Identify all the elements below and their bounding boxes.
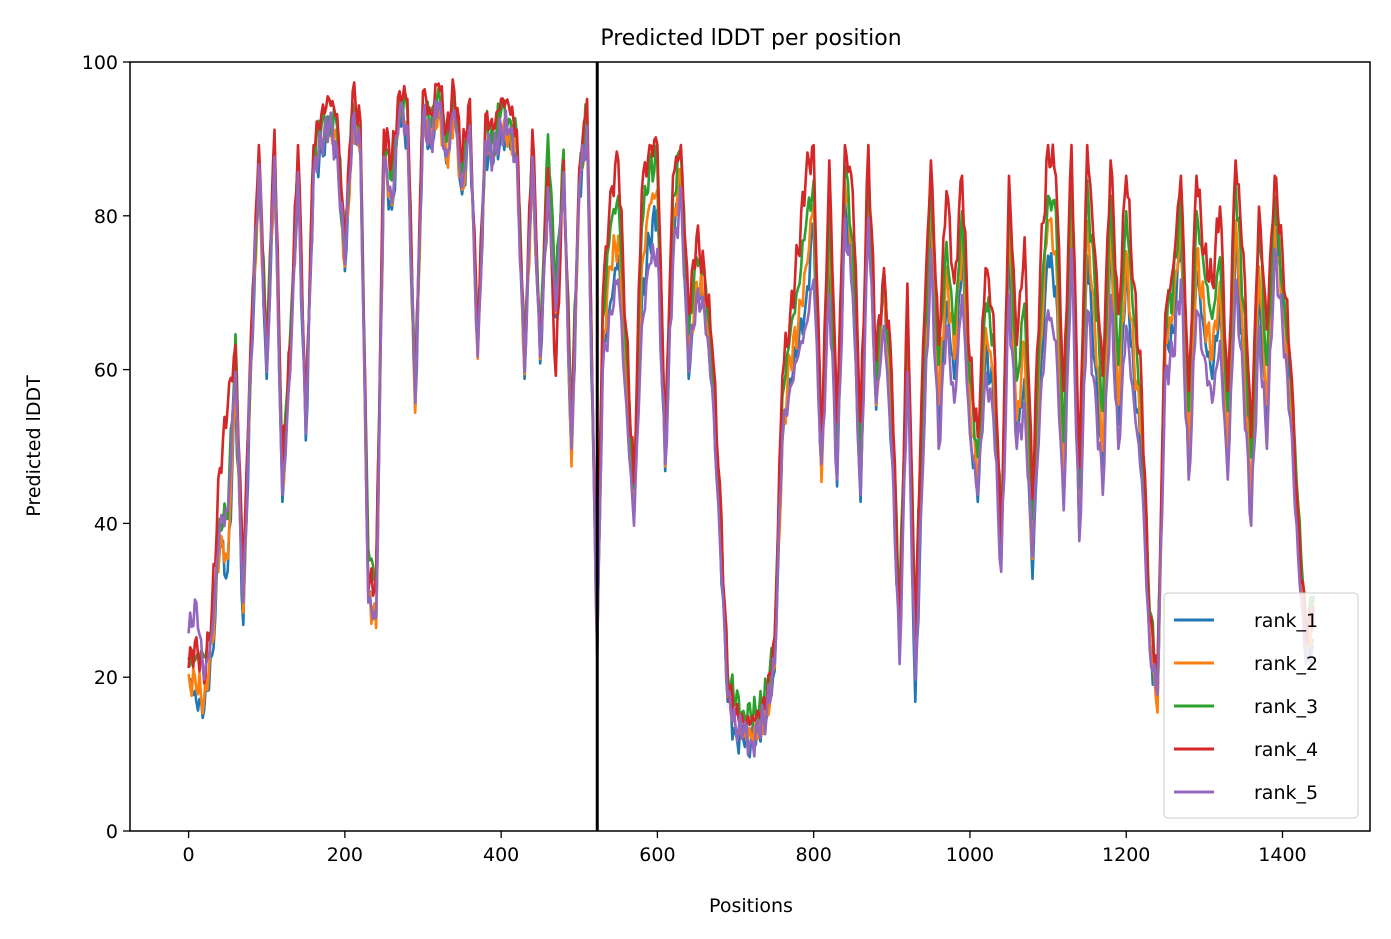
series-layer: [187, 78, 1315, 759]
x-tick-label: 1000: [946, 844, 994, 866]
legend-box: [1163, 592, 1359, 819]
legend: rank_1 rank_2 rank_3 rank_4 rank_5: [1163, 592, 1359, 819]
y-axis-label: Predicted lDDT: [23, 375, 45, 517]
legend-label-rank_3: rank_3: [1254, 696, 1318, 718]
y-tick-label: 100: [82, 52, 118, 74]
y-tick-label: 20: [94, 667, 118, 689]
x-tick-label: 400: [483, 844, 519, 866]
x-tick-label: 800: [796, 844, 832, 866]
legend-label-rank_1: rank_1: [1254, 610, 1318, 632]
x-tick-label: 200: [327, 844, 363, 866]
chart-title: Predicted lDDT per position: [600, 26, 901, 51]
x-axis-ticks: 0 200 400 600 800 1000 1200 1400: [183, 831, 1307, 866]
x-tick-label: 0: [183, 844, 195, 866]
x-axis-label: Positions: [709, 895, 793, 917]
x-tick-label: 1200: [1102, 844, 1150, 866]
series-line-rank_5: [187, 99, 1315, 758]
y-tick-label: 0: [106, 821, 118, 843]
y-tick-label: 80: [94, 206, 118, 228]
legend-label-rank_5: rank_5: [1254, 782, 1318, 804]
x-tick-label: 600: [639, 844, 675, 866]
legend-label-rank_2: rank_2: [1254, 653, 1318, 675]
y-tick-label: 40: [94, 513, 118, 535]
y-tick-label: 60: [94, 360, 118, 382]
y-axis-ticks: 0 20 40 60 80 100: [82, 52, 130, 843]
plot-frame: [129, 61, 1371, 832]
legend-label-rank_4: rank_4: [1254, 739, 1318, 761]
x-tick-label: 1400: [1258, 844, 1306, 866]
